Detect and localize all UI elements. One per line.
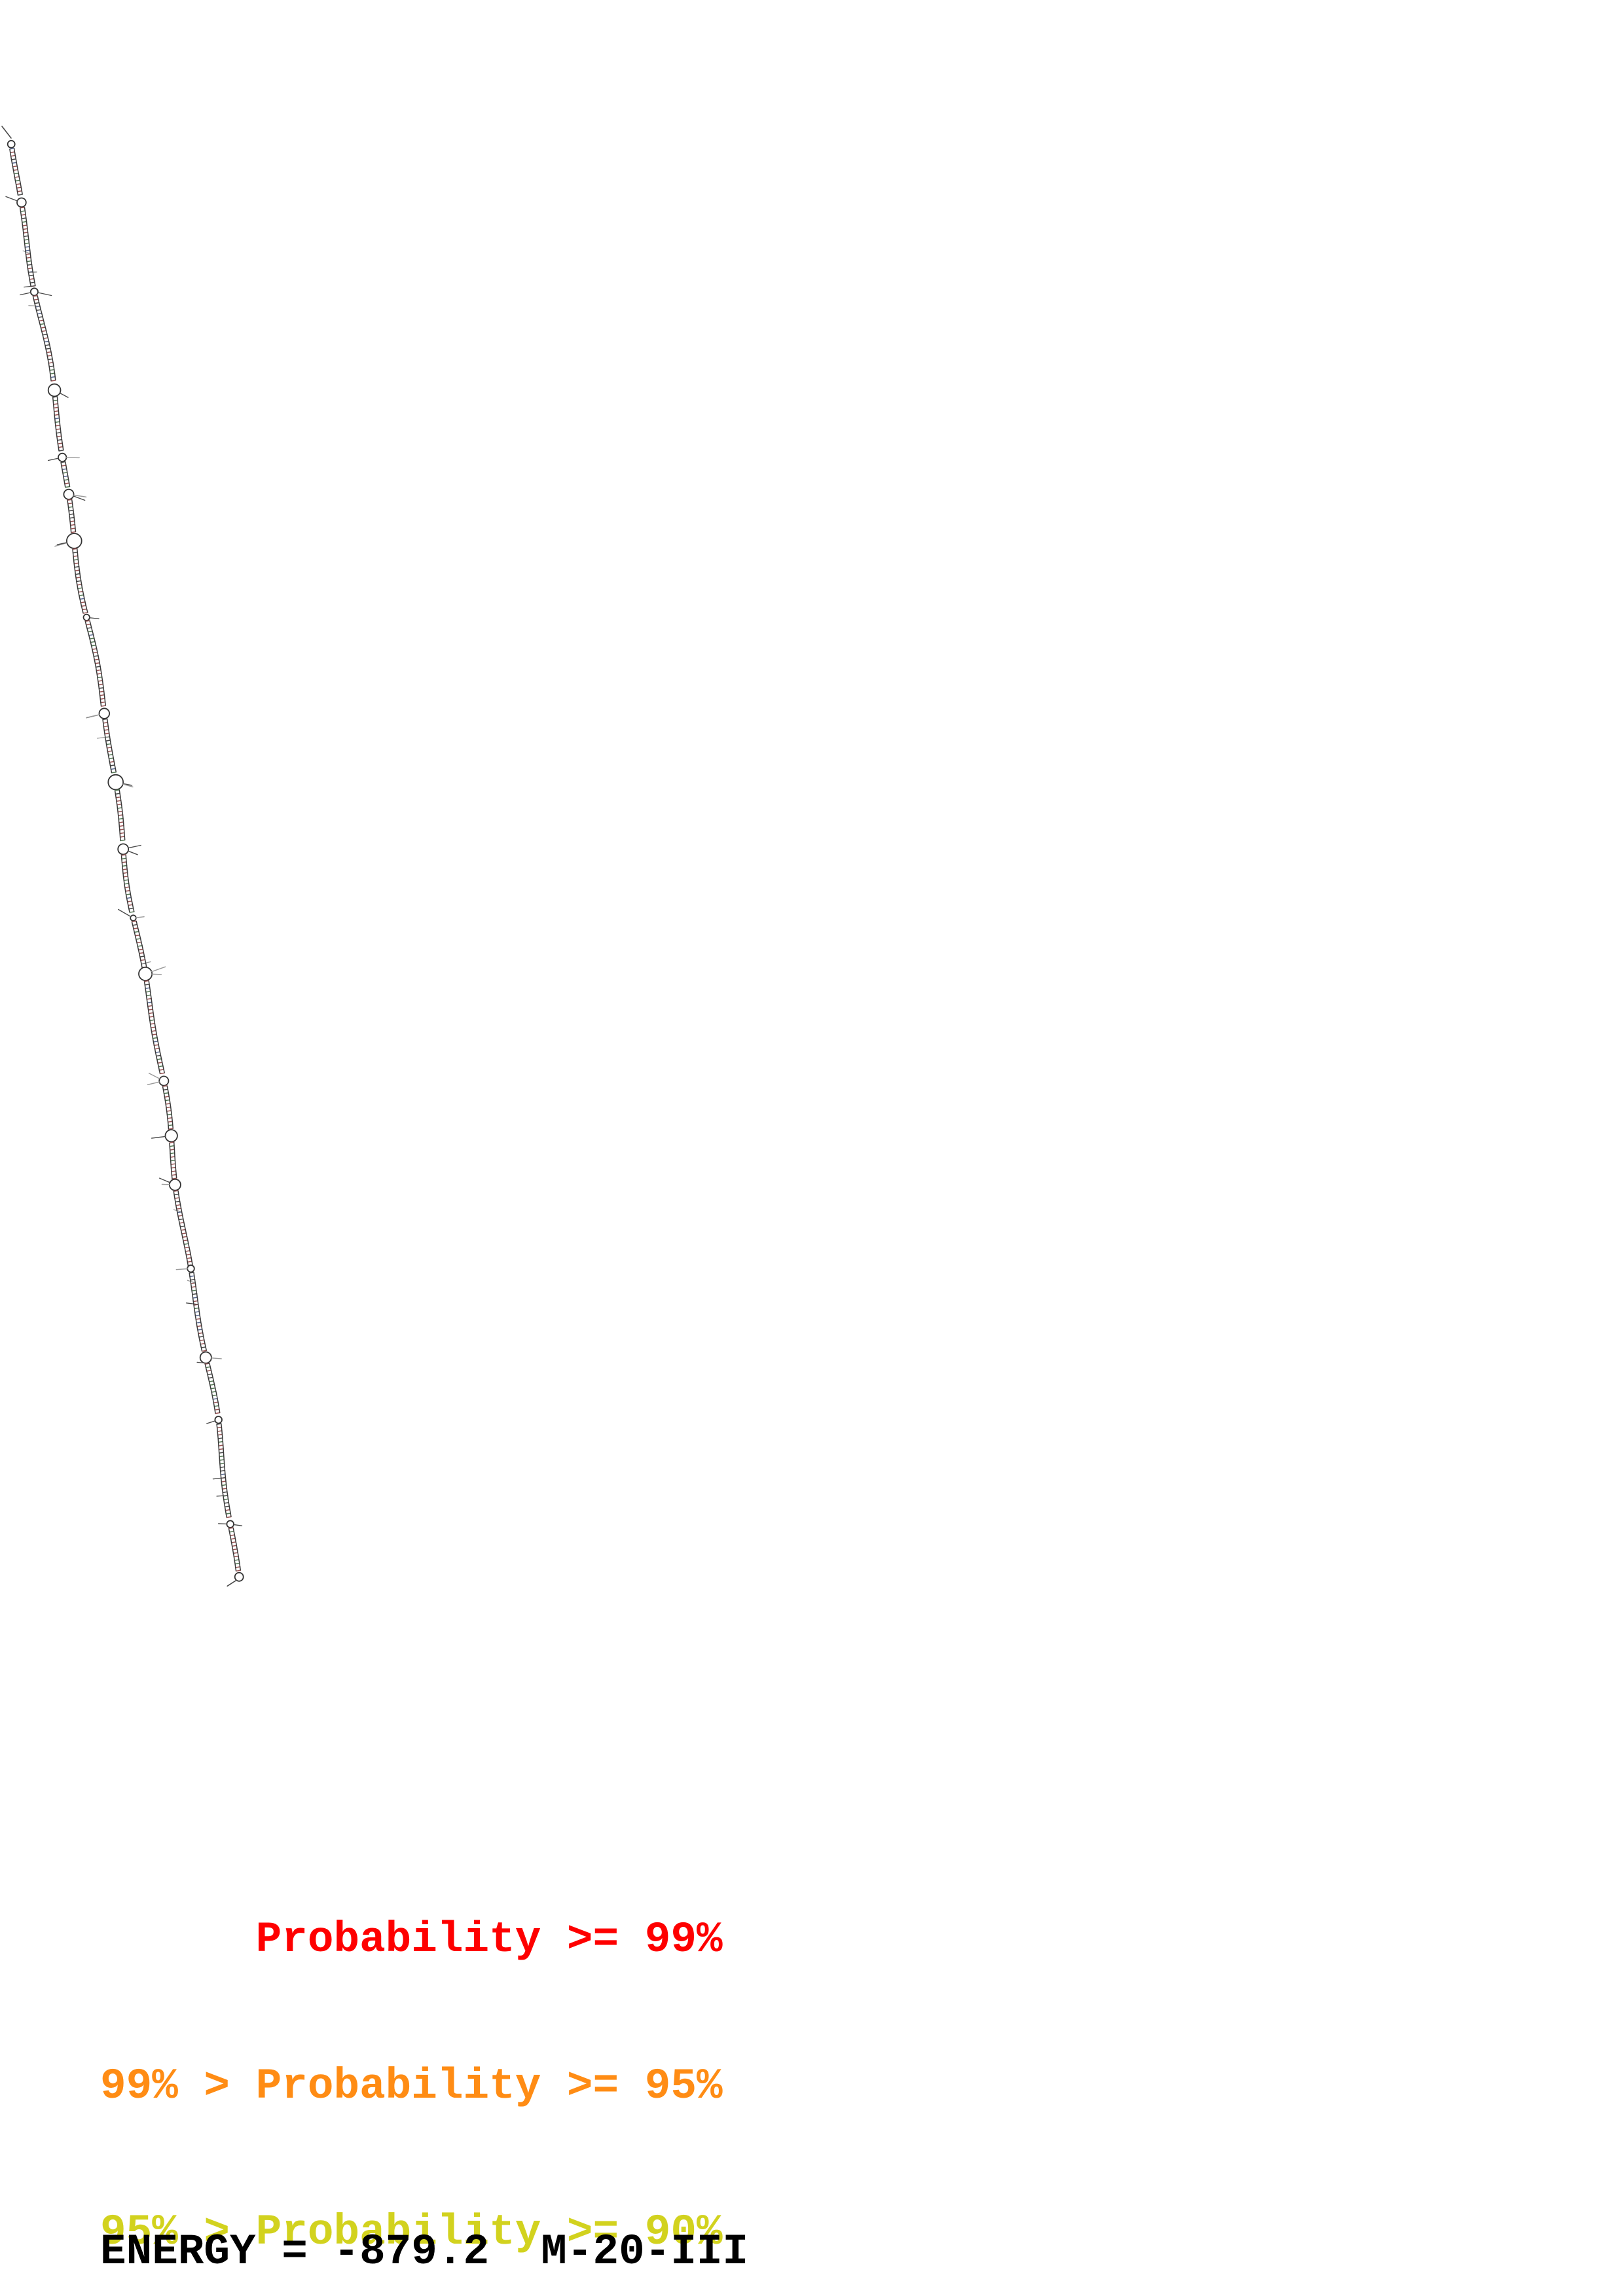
- probability-legend: Probability >= 99% 99% > Probability >= …: [100, 1818, 723, 2296]
- legend-item-prob-90-95: 95% > Probability >= 90%: [100, 2208, 723, 2257]
- energy-label: ENERGY = -879.2 M-20-III: [100, 2227, 749, 2276]
- legend-item-prob-99: Probability >= 99%: [100, 1915, 723, 1964]
- legend-item-prob-95-99: 99% > Probability >= 95%: [100, 2061, 723, 2111]
